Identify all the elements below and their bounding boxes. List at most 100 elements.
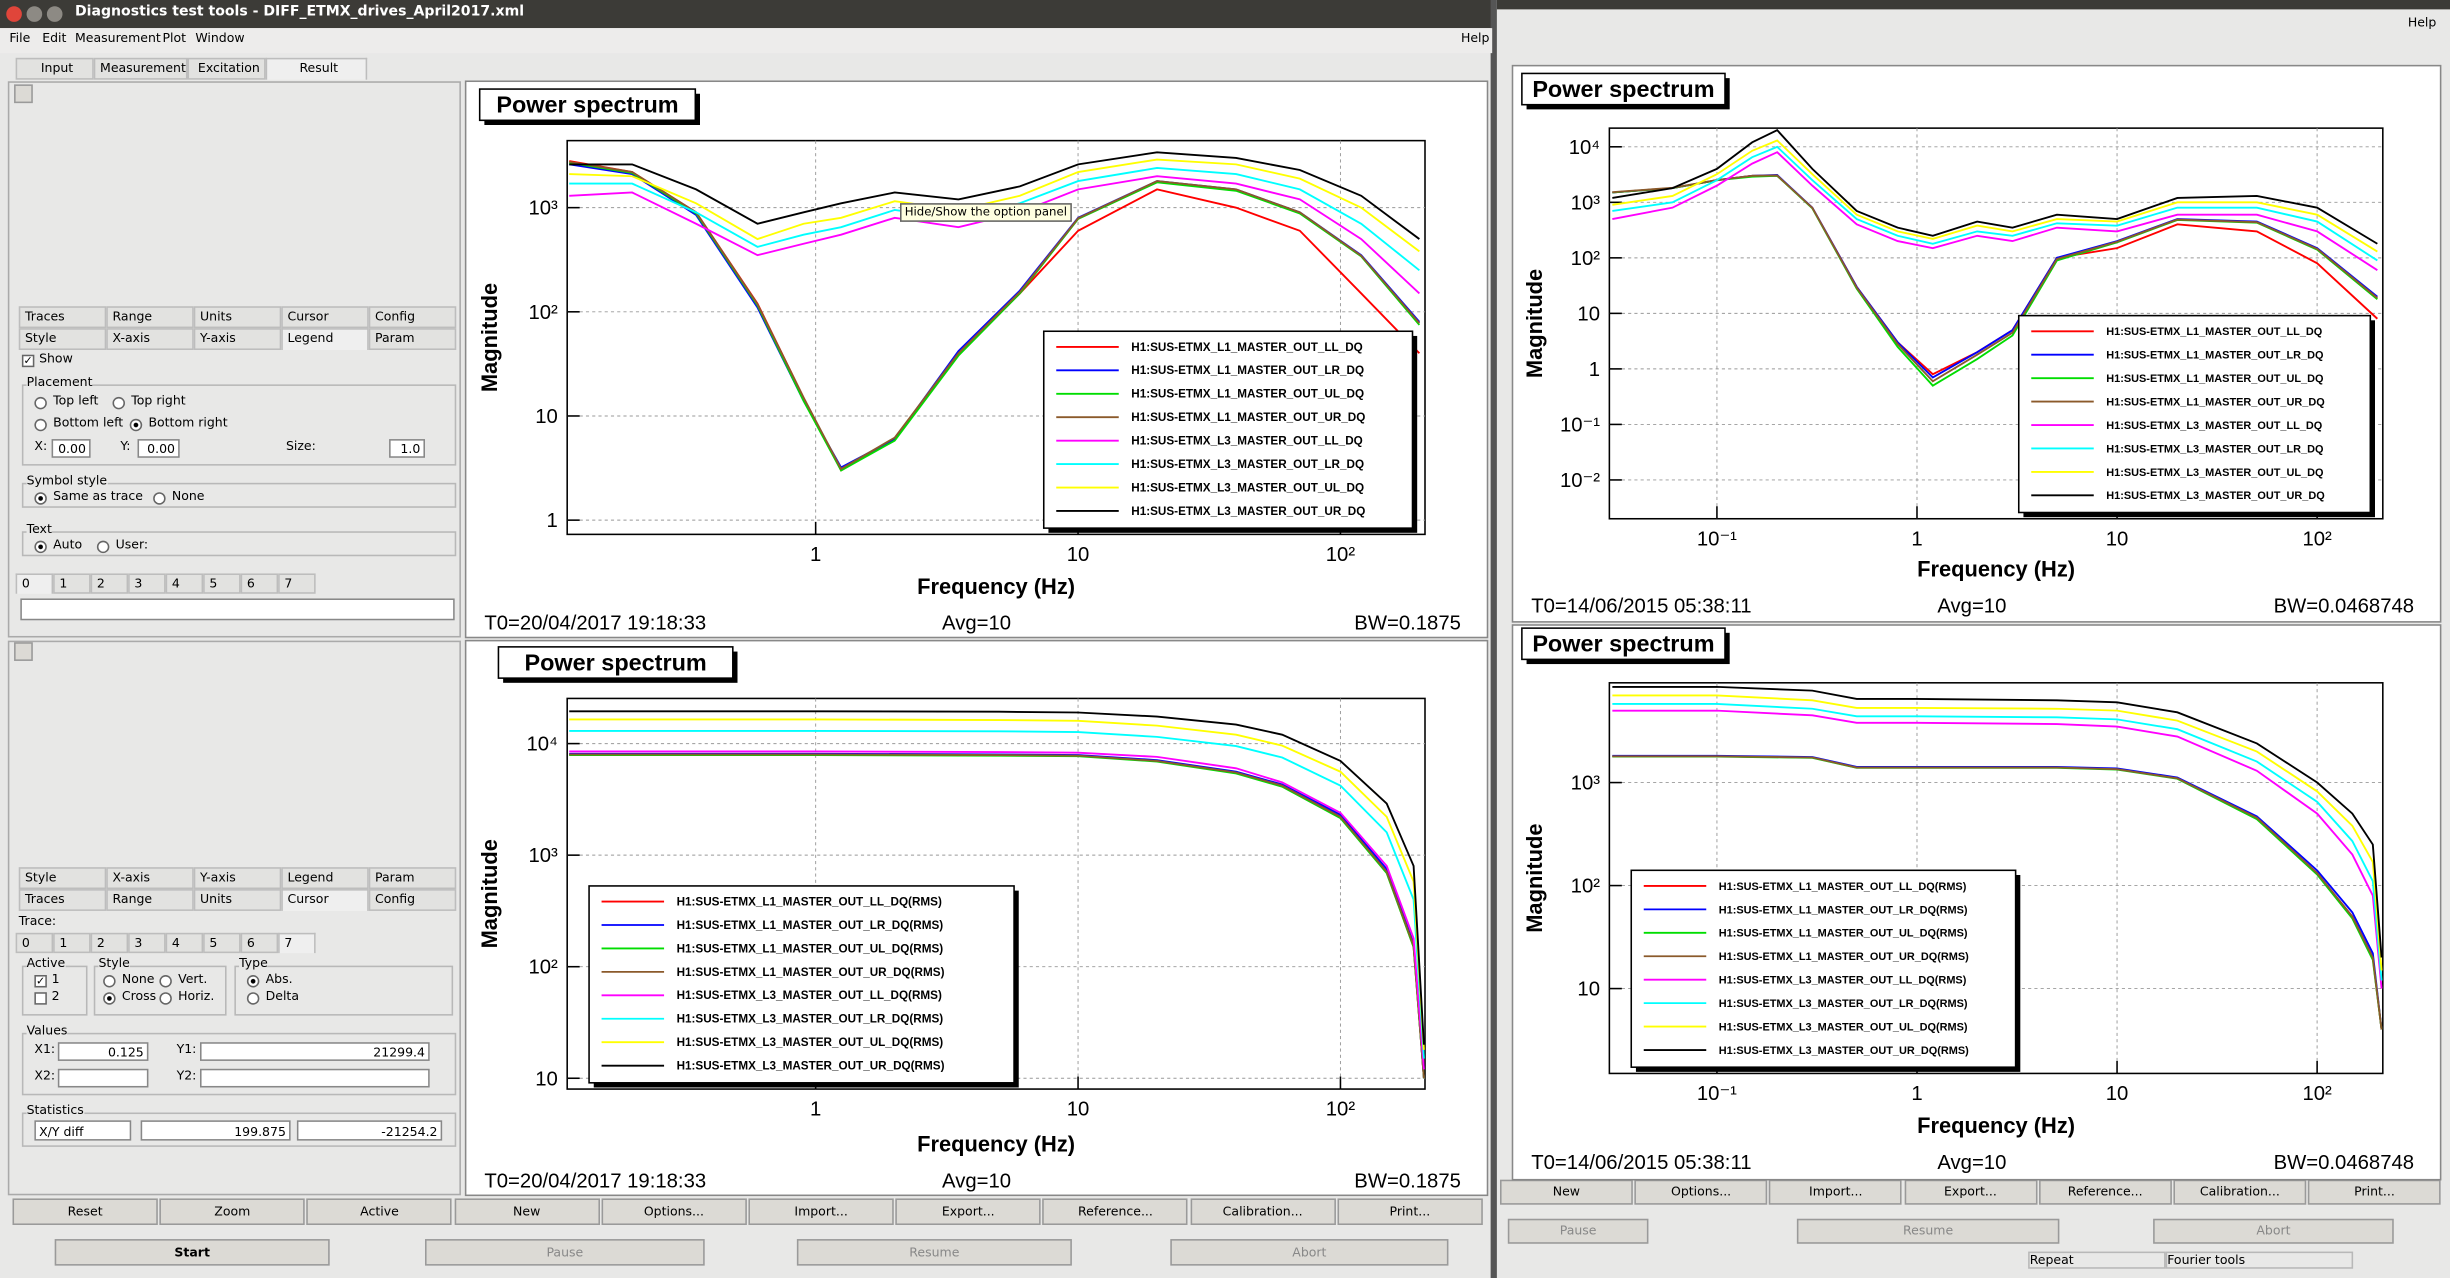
- button[interactable]: Import...: [748, 1198, 894, 1225]
- control-button[interactable]: Start: [54, 1239, 330, 1266]
- footer-text: T0=14/06/2015 05:38:11: [1531, 596, 1751, 618]
- button[interactable]: New: [454, 1198, 600, 1225]
- button[interactable]: Zoom: [159, 1198, 305, 1225]
- trace-tab[interactable]: 3: [128, 573, 166, 594]
- menu-item[interactable]: Window: [195, 31, 245, 46]
- checkbox[interactable]: [34, 992, 47, 1005]
- button[interactable]: Reference...: [2038, 1179, 2172, 1205]
- window-button[interactable]: [46, 6, 63, 22]
- control-button[interactable]: Pause: [425, 1239, 705, 1266]
- radio[interactable]: [153, 492, 166, 505]
- trace-tab[interactable]: 7: [278, 573, 316, 594]
- option-tab[interactable]: Range: [106, 889, 194, 911]
- radio[interactable]: [103, 975, 116, 988]
- option-tab[interactable]: Y-axis: [193, 867, 282, 890]
- control-button[interactable]: Resume: [796, 1239, 1072, 1266]
- main-tab[interactable]: Input: [15, 57, 94, 80]
- toggle-panel[interactable]: [14, 84, 33, 104]
- radio[interactable]: [129, 418, 143, 432]
- option-tab[interactable]: X-axis: [106, 328, 194, 350]
- button[interactable]: Options...: [601, 1198, 747, 1225]
- option-tab[interactable]: Units: [193, 889, 282, 911]
- option-panel: [7, 640, 461, 1196]
- control-button[interactable]: Pause: [1507, 1218, 1649, 1244]
- y-tick-label: 10³: [528, 198, 558, 220]
- option-tab[interactable]: Legend: [281, 328, 369, 350]
- radio[interactable]: [34, 418, 47, 432]
- main-tab[interactable]: Result: [265, 57, 368, 80]
- option-tab[interactable]: Units: [193, 306, 282, 329]
- control-button[interactable]: Abort: [1170, 1239, 1449, 1266]
- option-tab[interactable]: Legend: [281, 867, 369, 890]
- button[interactable]: Print...: [2308, 1179, 2441, 1205]
- button[interactable]: Active: [306, 1198, 453, 1225]
- trace-tab[interactable]: 2: [90, 932, 129, 954]
- trace-tab[interactable]: 5: [203, 573, 241, 594]
- option-tab[interactable]: Traces: [18, 306, 107, 329]
- radio[interactable]: [34, 540, 47, 554]
- trace-tab[interactable]: 0: [15, 573, 54, 594]
- option-tab[interactable]: Param: [368, 328, 457, 350]
- main-tab[interactable]: Measurement: [93, 57, 188, 80]
- trace-tab[interactable]: 2: [90, 573, 129, 594]
- trace-tab[interactable]: 1: [53, 573, 91, 594]
- radio[interactable]: [112, 396, 125, 410]
- legend-label: H1:SUS-ETMX_L1_MASTER_OUT_UL_DQ: [1131, 388, 1364, 401]
- trace-tab[interactable]: 5: [203, 932, 241, 954]
- radio[interactable]: [34, 492, 47, 505]
- right-menu-help[interactable]: Help: [2407, 15, 2437, 30]
- menu-item[interactable]: Edit: [42, 31, 67, 46]
- main-tab[interactable]: Excitation: [187, 57, 266, 80]
- radio[interactable]: [103, 992, 116, 1005]
- trace: [1612, 694, 2383, 971]
- radio[interactable]: [96, 540, 110, 554]
- menu-item[interactable]: Measurement: [75, 31, 161, 46]
- option-tab[interactable]: Config: [368, 889, 457, 911]
- trace-tab[interactable]: 6: [240, 573, 279, 594]
- radio[interactable]: [34, 396, 47, 410]
- window-button[interactable]: [6, 6, 22, 22]
- checkbox[interactable]: ✓: [21, 354, 35, 368]
- toggle-panel[interactable]: [14, 642, 33, 661]
- trace-tab[interactable]: 6: [240, 932, 279, 954]
- option-tab[interactable]: Cursor: [281, 889, 369, 911]
- combo-box[interactable]: X/Y diff: [34, 1120, 132, 1141]
- window-button[interactable]: [26, 6, 43, 22]
- option-tab[interactable]: Style: [18, 328, 107, 350]
- trace-tab[interactable]: 7: [278, 932, 316, 954]
- button[interactable]: Reference...: [1042, 1198, 1189, 1225]
- button[interactable]: Reset: [12, 1198, 158, 1225]
- button[interactable]: Export...: [895, 1198, 1041, 1225]
- option-tab[interactable]: X-axis: [106, 867, 194, 890]
- trace-tab[interactable]: 4: [165, 932, 204, 954]
- legend: [588, 885, 1015, 1084]
- group-label: Statistics: [26, 1103, 84, 1122]
- trace-tab[interactable]: 3: [128, 932, 166, 954]
- menu-help[interactable]: Help: [1460, 31, 1490, 46]
- control-button[interactable]: Resume: [1796, 1218, 2060, 1244]
- option-tab[interactable]: Style: [18, 867, 107, 890]
- control-button[interactable]: Abort: [2153, 1218, 2394, 1244]
- trace-tab[interactable]: 1: [53, 932, 91, 954]
- radio[interactable]: [246, 975, 260, 988]
- button[interactable]: Export...: [1904, 1179, 2037, 1205]
- checkbox[interactable]: ✓: [34, 975, 47, 988]
- button[interactable]: Calibration...: [1189, 1198, 1336, 1225]
- y-tick-label: 10²: [1571, 876, 1601, 898]
- radio[interactable]: [246, 992, 260, 1005]
- option-tab[interactable]: Param: [368, 867, 457, 890]
- option-tab[interactable]: Config: [368, 306, 457, 329]
- radio[interactable]: [159, 992, 172, 1005]
- button[interactable]: Print...: [1337, 1198, 1483, 1225]
- radio[interactable]: [159, 975, 172, 988]
- option-tab[interactable]: Range: [106, 306, 194, 329]
- option-tab[interactable]: Cursor: [281, 306, 369, 329]
- legend-label: H1:SUS-ETMX_L1_MASTER_OUT_UR_DQ: [1131, 411, 1365, 424]
- trace-tab[interactable]: 0: [15, 932, 54, 954]
- menu-item[interactable]: Plot: [162, 31, 187, 46]
- trace-tab[interactable]: 4: [165, 573, 204, 594]
- option-tab[interactable]: Y-axis: [193, 328, 282, 350]
- menu-item[interactable]: File: [9, 31, 31, 46]
- option-tab[interactable]: Traces: [18, 889, 107, 911]
